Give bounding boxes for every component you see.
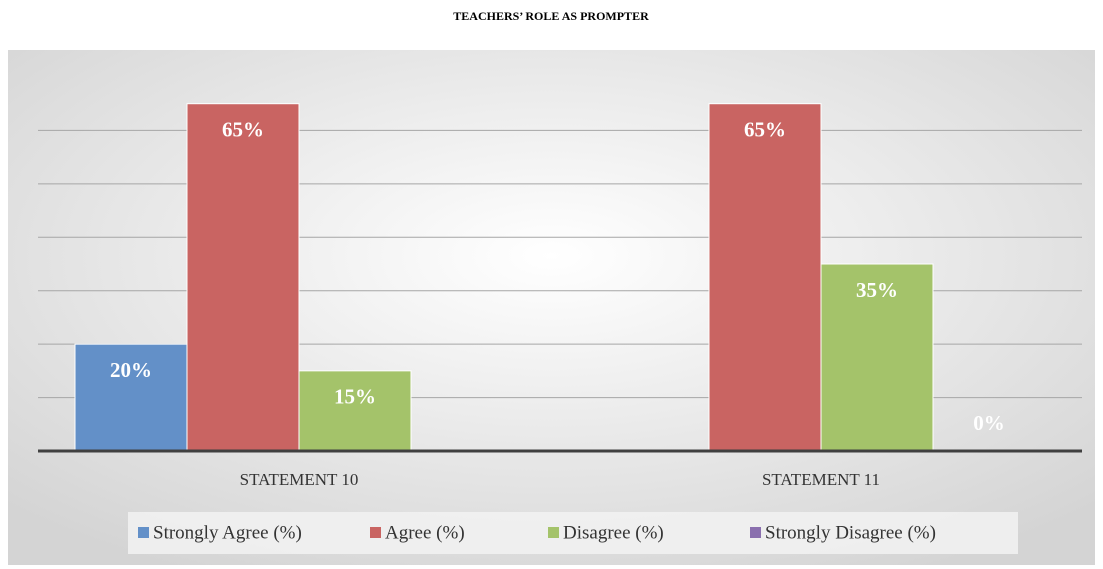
legend-swatch (138, 527, 149, 538)
data-label: 20% (110, 358, 152, 382)
data-label: 65% (222, 118, 264, 142)
bar (298, 370, 412, 452)
data-label: 15% (334, 385, 376, 409)
legend-label: Agree (%) (385, 522, 465, 543)
chart-title: TEACHERS’ ROLE AS PROMPTER (453, 9, 649, 23)
data-label: 65% (744, 118, 786, 142)
legend-label: Strongly Agree (%) (153, 522, 302, 543)
data-label: 35% (856, 278, 898, 302)
bar (74, 343, 188, 452)
data-label: 0% (973, 411, 1005, 435)
legend-swatch (750, 527, 761, 538)
bar (708, 103, 822, 452)
x-tick-label: STATEMENT 10 (240, 470, 359, 489)
bar (186, 103, 300, 452)
legend-label: Strongly Disagree (%) (765, 522, 936, 543)
legend-label: Disagree (%) (563, 522, 664, 543)
legend (128, 512, 1018, 554)
x-tick-label: STATEMENT 11 (762, 470, 880, 489)
legend-swatch (548, 527, 559, 538)
bar (820, 263, 934, 452)
legend-swatch (370, 527, 381, 538)
